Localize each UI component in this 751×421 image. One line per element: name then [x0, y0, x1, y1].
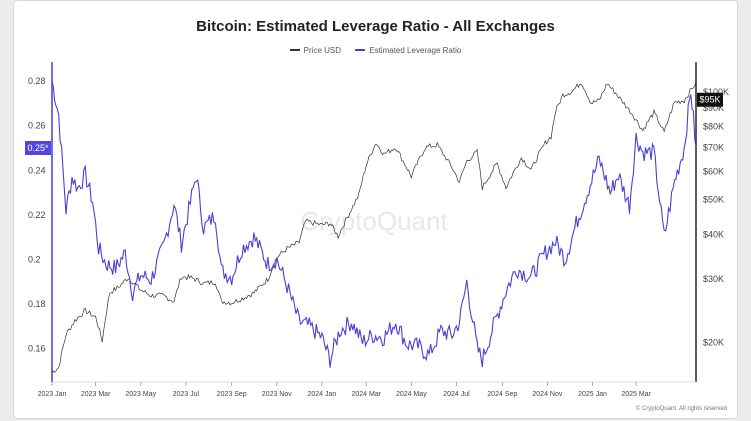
- x-tick-label: 2024 Mar: [351, 391, 381, 398]
- x-tick-label: 2023 Mar: [81, 391, 111, 398]
- y-right-tick-label: $70K: [703, 142, 724, 152]
- legend-swatch-leverage: [355, 49, 366, 51]
- y-right-tick-label: $80K: [703, 121, 724, 131]
- x-tick-label: 2025 Mar: [621, 391, 651, 398]
- legend-swatch-price: [289, 49, 300, 51]
- y-right-tick-label: $100K: [703, 87, 729, 97]
- x-tick-label: 2023 Sep: [217, 391, 247, 398]
- leverage-ratio-line: [51, 81, 697, 368]
- legend-item-leverage[interactable]: Estimated Leverage Ratio: [355, 46, 461, 55]
- legend-item-price[interactable]: Price USD: [289, 45, 342, 55]
- copyright-text: © CryptoQuant. All rights reserved: [636, 405, 727, 412]
- y-left-tick-label: 0.24: [28, 165, 46, 175]
- watermark: CryptoQuant: [300, 206, 448, 236]
- x-tick-label: 2024 Sep: [487, 391, 517, 398]
- legend-label-leverage: Estimated Leverage Ratio: [369, 45, 462, 55]
- y-right-tick-label: $40K: [703, 229, 724, 239]
- y-right-tick-label: $30K: [703, 274, 724, 284]
- y-right-tick-label: $20K: [703, 337, 724, 347]
- x-tick-label: 2023 Nov: [262, 391, 292, 398]
- chart-card: [13, 0, 738, 419]
- y-left-tick-label: 0.28: [28, 76, 46, 86]
- x-tick-label: 2025 Jan: [578, 391, 607, 398]
- x-tick-label: 2023 Jan: [38, 391, 67, 398]
- left-current-value-tag: [25, 141, 51, 155]
- y-left-tick-label: 0.2: [28, 254, 41, 264]
- y-right-tick-label: $50K: [703, 195, 724, 205]
- right-current-value-label: $95K: [699, 95, 720, 105]
- price-usd-line: [51, 82, 697, 374]
- left-current-value-label: 0.25*: [27, 143, 49, 153]
- y-left-tick-label: 0.18: [28, 299, 46, 309]
- y-left-tick-label: 0.16: [28, 344, 46, 354]
- right-current-value-tag: [697, 92, 723, 107]
- legend-label-price: Price USD: [303, 45, 342, 55]
- x-tick-label: 2024 May: [396, 391, 427, 398]
- y-right-tick-label: $90K: [703, 103, 724, 113]
- y-right-tick-label: $60K: [703, 166, 724, 176]
- y-left-tick-label: 0.22: [28, 210, 46, 220]
- y-left-tick-label: 0.26: [28, 121, 46, 131]
- x-tick-label: 2024 Jul: [443, 391, 470, 398]
- chart-title: Bitcoin: Estimated Leverage Ratio - All …: [196, 18, 555, 35]
- x-tick-label: 2024 Nov: [532, 391, 562, 398]
- x-tick-label: 2023 Jul: [173, 391, 200, 398]
- chart-legend: Price USD Estimated Leverage Ratio: [0, 44, 751, 55]
- x-tick-label: 2024 Jan: [307, 391, 336, 398]
- x-tick-label: 2023 May: [125, 391, 156, 398]
